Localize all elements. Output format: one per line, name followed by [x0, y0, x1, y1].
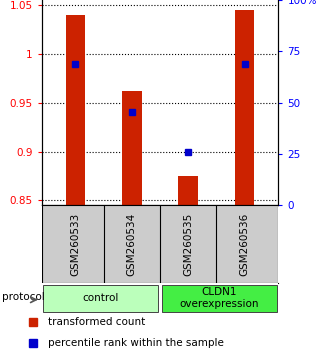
Text: GSM260534: GSM260534: [127, 213, 137, 276]
Bar: [104, 205, 160, 283]
Text: control: control: [83, 293, 119, 303]
Bar: [122, 91, 142, 205]
Text: protocol: protocol: [2, 292, 45, 302]
Bar: [178, 176, 198, 205]
Text: percentile rank within the sample: percentile rank within the sample: [48, 338, 224, 348]
Bar: [162, 285, 277, 312]
Text: CLDN1
overexpression: CLDN1 overexpression: [180, 287, 259, 309]
Bar: [216, 205, 273, 283]
Bar: [235, 10, 254, 205]
Text: GSM260535: GSM260535: [183, 213, 193, 276]
Bar: [43, 285, 158, 312]
Text: GSM260533: GSM260533: [70, 213, 80, 276]
Bar: [160, 205, 216, 283]
Bar: [47, 205, 104, 283]
Bar: [66, 15, 85, 205]
Text: GSM260536: GSM260536: [240, 213, 250, 276]
Text: transformed count: transformed count: [48, 317, 146, 327]
